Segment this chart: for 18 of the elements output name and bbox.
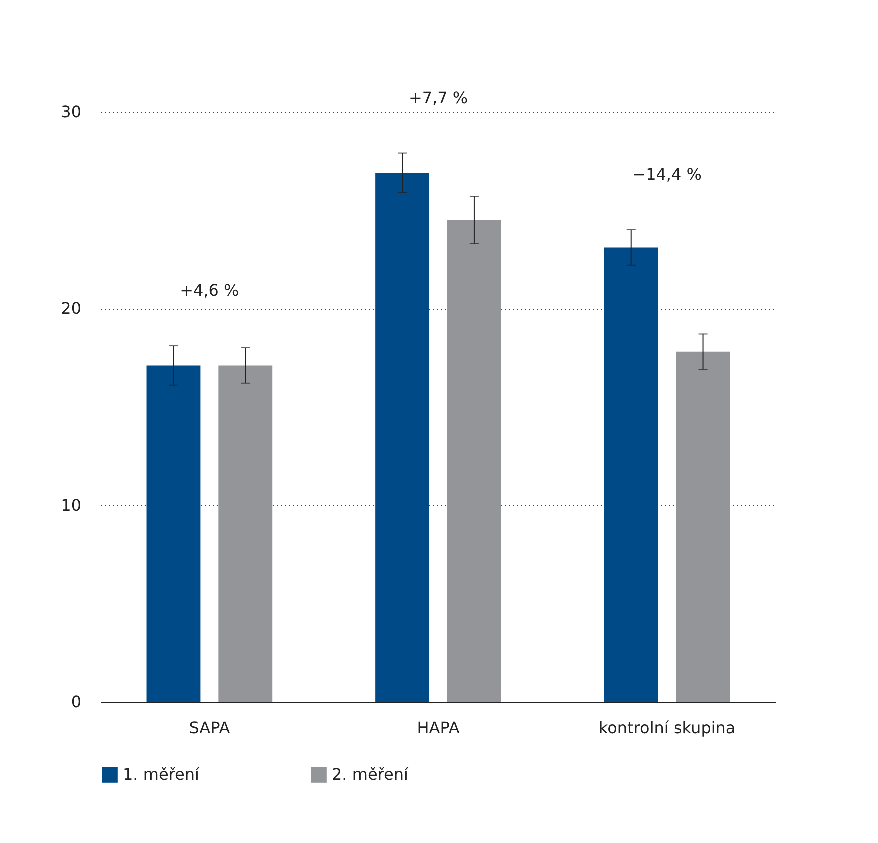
bar [676, 352, 730, 702]
y-tick-label: 0 [71, 692, 82, 712]
x-tick-label: HAPA [417, 718, 460, 738]
bar [376, 172, 430, 702]
y-tick-label: 20 [61, 299, 82, 318]
bar [604, 248, 658, 702]
x-tick-label: kontrolní skupina [598, 718, 736, 738]
bar [146, 366, 201, 702]
x-tick-label: SAPA [189, 718, 230, 738]
legend-label: 2. měření [332, 765, 409, 784]
bar [447, 220, 502, 702]
y-tick-label: 10 [61, 496, 82, 515]
text: +7,7 % [408, 88, 468, 108]
annotation: −14,4 % [632, 165, 702, 184]
annotation: +4,6 % [180, 281, 240, 300]
y-tick-label: 30 [61, 102, 82, 122]
legend-label: 1. měření [123, 765, 200, 784]
bar [218, 366, 273, 702]
